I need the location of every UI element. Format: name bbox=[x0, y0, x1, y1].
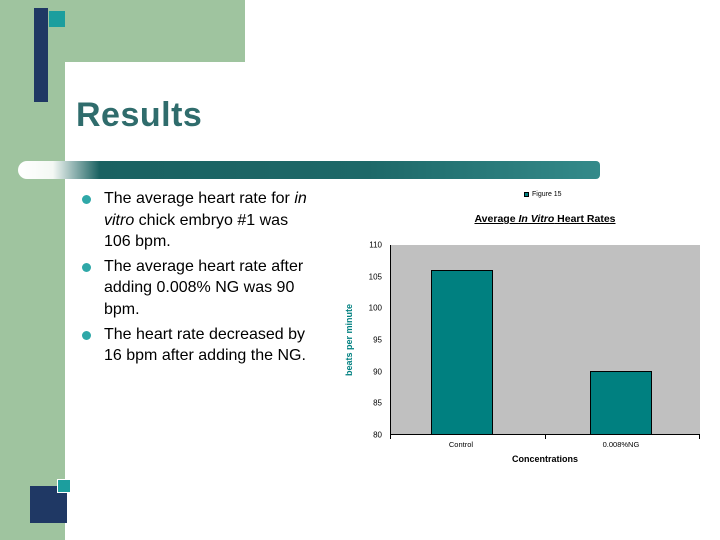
legend-label: Figure 15 bbox=[532, 191, 562, 198]
chart-title-italic: In Vitro bbox=[518, 213, 555, 225]
x-category-label: 0.008%NG bbox=[602, 440, 640, 449]
bullet-list: The average heart rate for in vitro chic… bbox=[80, 188, 314, 370]
x-category-labels: Control 0.008%NG bbox=[390, 440, 700, 450]
chart-title-post: Heart Rates bbox=[554, 213, 616, 225]
x-axis-tick bbox=[390, 435, 391, 439]
bullet-icon bbox=[82, 195, 91, 204]
page-title: Results bbox=[76, 96, 203, 134]
chart-title-pre: Average bbox=[474, 213, 519, 225]
bullet-text-pre: The heart rate decreased by 16 bpm after… bbox=[104, 325, 306, 365]
list-item: The average heart rate for in vitro chic… bbox=[80, 188, 314, 253]
bullet-icon bbox=[82, 330, 91, 340]
y-tick-label: 100 bbox=[368, 303, 382, 313]
y-tick-label: 80 bbox=[373, 430, 382, 440]
bar-0008-ng bbox=[590, 371, 653, 434]
teal-accent-square-bottom bbox=[57, 479, 71, 493]
bullet-text-post: chick embryo #1 was 106 bpm. bbox=[104, 211, 289, 251]
list-item: The heart rate decreased by 16 bpm after… bbox=[80, 324, 314, 367]
x-axis-ticks bbox=[390, 435, 700, 439]
y-tick-label: 90 bbox=[373, 367, 382, 377]
chart-legend: Figure 15 bbox=[524, 191, 562, 198]
y-axis-ticks: 110 105 100 95 90 85 80 bbox=[338, 241, 386, 440]
title-divider-bar bbox=[18, 161, 600, 179]
y-tick-label: 105 bbox=[368, 272, 382, 282]
chart-title: Average In Vitro Heart Rates bbox=[390, 213, 700, 225]
bullet-text-pre: The average heart rate for bbox=[104, 190, 295, 207]
x-axis-tick bbox=[699, 435, 700, 439]
navy-accent-bar bbox=[34, 8, 48, 102]
list-item: The average heart rate after adding 0.00… bbox=[80, 256, 314, 321]
x-axis-title: Concentrations bbox=[511, 454, 578, 464]
y-tick-label: 110 bbox=[369, 240, 382, 250]
plot-area bbox=[390, 245, 700, 435]
x-axis-tick bbox=[545, 435, 546, 439]
y-tick-label: 85 bbox=[373, 398, 382, 408]
bullet-icon bbox=[82, 262, 91, 272]
x-category-label: Control bbox=[448, 440, 474, 449]
green-left-panel bbox=[0, 0, 65, 540]
bar-control bbox=[430, 270, 493, 434]
y-tick-label: 95 bbox=[373, 335, 382, 345]
legend-swatch-icon bbox=[524, 192, 529, 197]
bullet-text-italic: in vitro bbox=[104, 190, 307, 229]
bar-chart: Figure 15 Average In Vitro Heart Rates b… bbox=[338, 186, 710, 481]
bullet-text-pre: The average heart rate after adding 0.00… bbox=[104, 257, 304, 318]
teal-accent-square-top bbox=[49, 11, 65, 27]
